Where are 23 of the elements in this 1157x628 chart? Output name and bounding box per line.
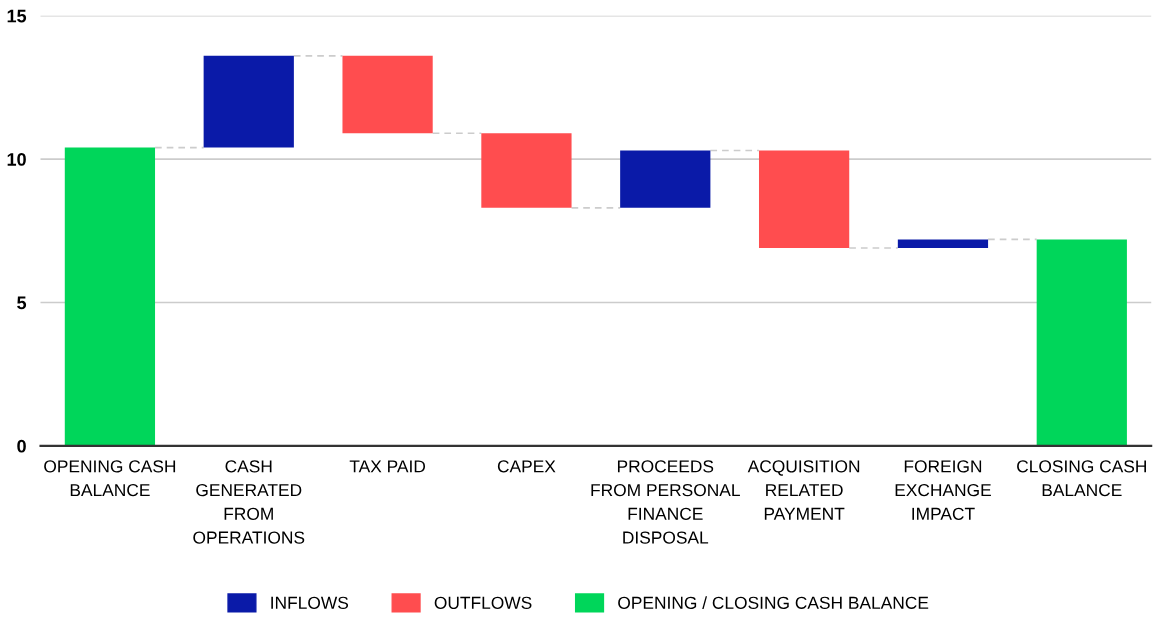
x-tick-label: PROCEEDS FROM PERSONAL FINANCE DISPOSAL	[591, 460, 740, 544]
y-tick-label: 10	[7, 153, 26, 166]
x-tick-label: CAPEX	[497, 460, 556, 473]
bar	[481, 133, 572, 208]
x-tick-label: TAX PAID	[349, 460, 426, 473]
y-tick-label: 15	[7, 9, 27, 23]
bar	[342, 55, 433, 134]
legend-label: OPENING / CLOSING CASH BALANCE	[618, 596, 929, 609]
legend-label: INFLOWS	[271, 596, 349, 609]
y-tick-label: 5	[17, 296, 27, 310]
x-tick-label: ACQUISITION RELATED PAYMENT	[747, 460, 860, 520]
bar	[758, 150, 850, 248]
bar	[1036, 239, 1127, 446]
bar	[897, 239, 989, 248]
x-tick-label: FOREIGN EXCHANGE IMPACT	[895, 460, 991, 520]
x-tick-label: CLOSING CASH BALANCE	[1017, 460, 1146, 497]
x-tick-label: OPENING CASH BALANCE	[44, 460, 176, 497]
bar	[620, 150, 711, 208]
bar	[64, 147, 156, 446]
bar	[203, 55, 294, 148]
legend-label: OUTFLOWS	[434, 596, 532, 609]
y-tick-label: 0	[17, 439, 26, 453]
x-tick-label: CASH GENERATED FROM OPERATIONS	[193, 460, 305, 544]
